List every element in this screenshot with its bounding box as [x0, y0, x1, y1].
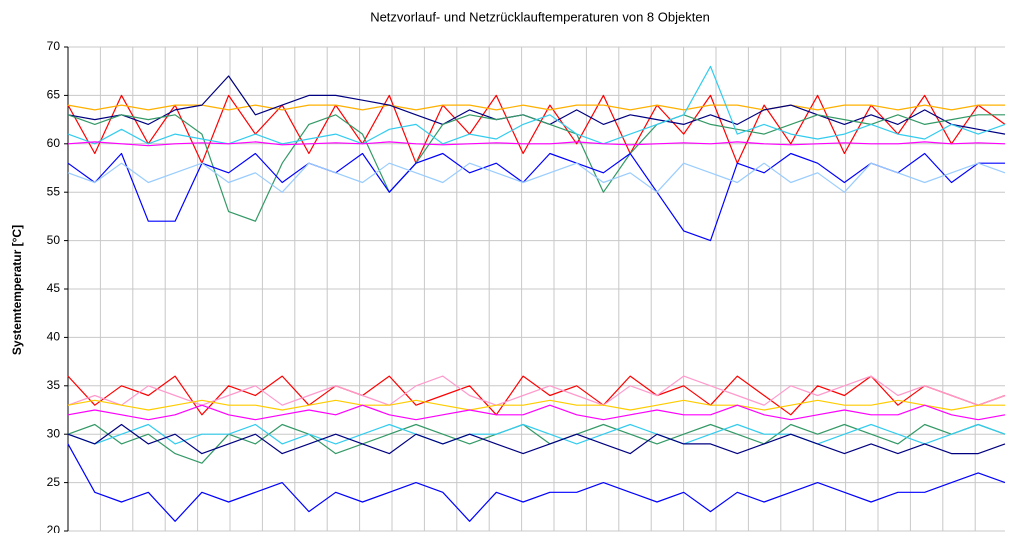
series-line — [67, 141, 1006, 147]
y-axis-label: Systemtemperatur [°C] — [10, 225, 24, 355]
series-line — [67, 375, 1006, 416]
y-tick-label: 30 — [47, 426, 61, 440]
series-line — [67, 399, 1005, 411]
y-tick-label: 45 — [47, 281, 61, 295]
y-tick-label: 55 — [47, 184, 61, 198]
series-line — [67, 65, 1006, 145]
series-line — [67, 104, 1005, 111]
series-line — [67, 423, 1006, 464]
series-line — [67, 423, 1006, 445]
y-tick-label: 65 — [47, 88, 61, 102]
y-tick-label: 70 — [47, 39, 61, 53]
y-tick-label: 25 — [47, 475, 61, 489]
y-tick-label: 20 — [47, 523, 61, 533]
series-line — [67, 162, 1006, 193]
series-line — [67, 375, 1006, 406]
series-line — [67, 94, 1006, 164]
y-tick-label: 50 — [47, 233, 61, 247]
series-line — [67, 443, 1006, 522]
series-line — [67, 423, 1006, 455]
series-line — [67, 152, 1005, 242]
y-tick-label: 35 — [47, 378, 61, 392]
series-line — [67, 404, 1006, 421]
chart-title: Netzvorlauf- und Netzrücklauftemperature… — [370, 9, 710, 24]
y-tick-label: 60 — [47, 136, 61, 150]
y-tick-label: 40 — [47, 330, 61, 344]
